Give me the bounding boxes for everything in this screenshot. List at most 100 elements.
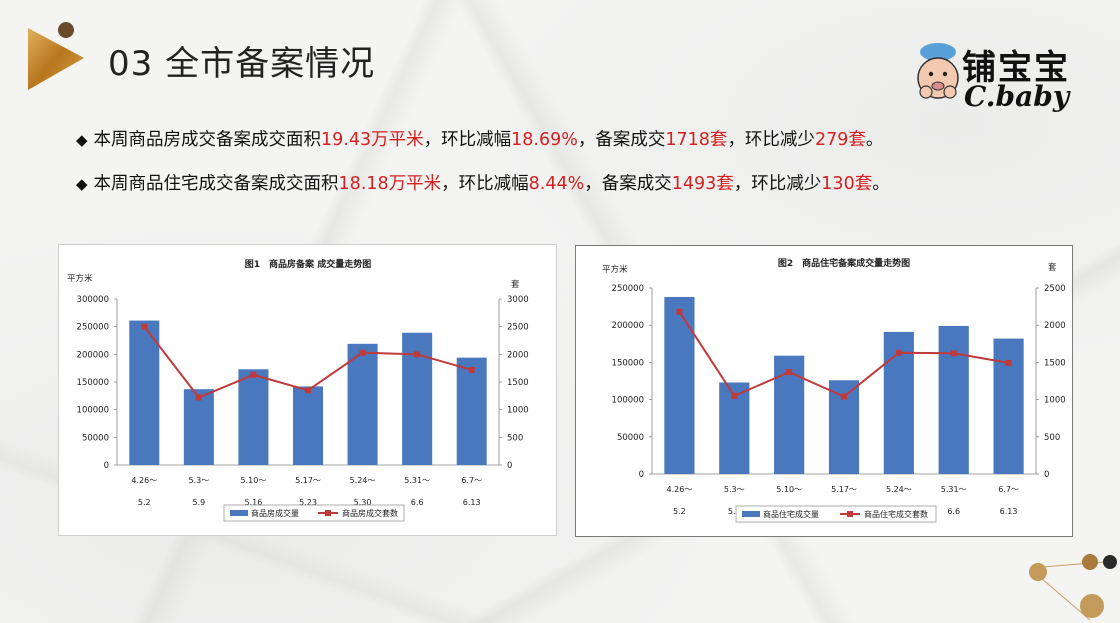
line-point [1005, 359, 1012, 366]
legend-line-marker [847, 511, 853, 517]
chart-title: 图1 商品房备案 成交量走势图 [245, 258, 371, 270]
y2-tick-label: 1000 [1044, 396, 1066, 406]
x-tick-label: 5.3～ [724, 485, 745, 494]
bar [456, 357, 487, 465]
y2-tick-label: 2500 [507, 323, 529, 333]
y-tick-label: 250000 [77, 323, 109, 333]
diamond-bullet-icon: ◆ [76, 131, 88, 149]
legend-bar-swatch [742, 511, 760, 517]
y2-tick-label: 2500 [1044, 284, 1066, 294]
legend-line-label: 商品住宅成交套数 [864, 509, 928, 519]
legend-line-marker [325, 510, 331, 516]
x-tick-label: 5.10～ [241, 476, 267, 485]
brand-name-cn: 铺宝宝 [962, 48, 1070, 88]
line-point [895, 349, 902, 356]
bar [938, 325, 969, 474]
x-tick-label: 4.26～ [131, 476, 157, 485]
y-tick-label: 300000 [77, 295, 109, 305]
x-tick-label: 5.24～ [886, 485, 912, 494]
x-tick-label: 6.7～ [461, 476, 482, 485]
legend-bar-label: 商品住宅成交量 [763, 509, 819, 519]
x-tick-label: 5.3～ [188, 476, 209, 485]
x-tick-label-line2: 6.13 [1000, 507, 1018, 516]
y2-tick-label: 0 [507, 461, 512, 471]
bar [183, 389, 214, 465]
line-point [250, 371, 257, 378]
x-tick-label: 6.7～ [998, 485, 1019, 494]
x-tick-label: 5.17～ [831, 485, 857, 494]
y2-tick-label: 2000 [507, 350, 529, 360]
bar [292, 386, 324, 465]
line-point [841, 393, 847, 400]
line-point [468, 366, 475, 373]
y-tick-label: 250000 [612, 284, 644, 294]
legend-box [735, 505, 937, 523]
y2-tick-label: 1500 [507, 378, 529, 388]
y-tick-label: 100000 [612, 396, 644, 406]
y-tick-label: 100000 [77, 406, 109, 416]
chart-2-panel: 图2 商品住宅备案成交量走势图平方米 套 0 50000 100000 150000 200… [575, 245, 1073, 537]
line-point [786, 369, 793, 376]
y-tick-label: 200000 [612, 321, 644, 331]
y-tick-label: 150000 [612, 358, 644, 368]
x-tick-label-line2: 6.6 [411, 498, 424, 507]
legend-bar-swatch [230, 510, 248, 516]
y-tick-label: 150000 [77, 378, 109, 388]
baby-mascot-icon [917, 43, 959, 99]
line-point [141, 323, 148, 330]
summary-bullet-1: ◆ 本周商品房成交备案成交面积19.43万平米，环比减幅18.69%，备案成交17… [76, 130, 884, 150]
line-point [359, 349, 366, 356]
line-point [414, 351, 421, 358]
bar [664, 296, 695, 474]
y2-tick-label: 2000 [1044, 321, 1066, 331]
y-tick-label: 0 [639, 470, 644, 480]
bar [129, 320, 160, 465]
line-point [305, 387, 311, 394]
y-tick-label: 50000 [617, 433, 644, 443]
x-tick-label-line2: 6.13 [463, 498, 481, 507]
x-tick-label-line2: 5.30 [354, 498, 372, 507]
y-tick-label: 50000 [82, 433, 109, 443]
chart-title: 图2 商品住宅备案成交量走势图 [778, 257, 910, 269]
gold-triangle-logo-icon [28, 22, 84, 90]
line-point [731, 392, 738, 399]
y2-tick-label: 0 [1044, 470, 1049, 480]
x-tick-label-line2: 5.2 [138, 498, 151, 507]
x-tick-label: 5.10～ [776, 485, 802, 494]
y-tick-label: 200000 [77, 350, 109, 360]
page-title: 03 全市备案情况 [108, 44, 376, 84]
bar [993, 338, 1024, 474]
brand-name-en: C.baby [964, 80, 1070, 113]
y2-tick-label: 3000 [507, 295, 529, 305]
x-tick-label-line2: 5.9 [728, 507, 741, 516]
line-point [676, 308, 683, 315]
x-tick-label: 5.31～ [404, 476, 430, 485]
line-point [950, 350, 957, 357]
legend-bar-label: 商品房成交量 [251, 508, 299, 518]
x-tick-label-line2: 5.2 [673, 507, 686, 516]
y2-axis-label: 套 [511, 279, 520, 290]
x-tick-label: 5.24～ [350, 476, 376, 485]
y2-tick-label: 1500 [1044, 358, 1066, 368]
y2-tick-label: 500 [507, 433, 523, 443]
y2-tick-label: 500 [1044, 433, 1060, 443]
x-tick-label-line2: 5.9 [192, 498, 205, 507]
x-tick-label: 4.26～ [667, 485, 693, 494]
x-tick-label: 5.31～ [941, 485, 967, 494]
y-axis-label: 平方米 [67, 273, 93, 284]
decorative-gold-dots-icon [1029, 554, 1117, 621]
bar [347, 343, 378, 465]
x-tick-label: 5.17～ [295, 476, 321, 485]
line-point [195, 394, 202, 401]
y2-tick-label: 1000 [507, 406, 529, 416]
diamond-bullet-icon: ◆ [76, 175, 88, 193]
bar [238, 369, 269, 465]
legend-box [223, 504, 405, 522]
y-axis-label: 平方米 [602, 264, 628, 275]
legend-line-label: 商品房成交套数 [342, 508, 398, 518]
y2-axis-label: 套 [1048, 262, 1057, 273]
x-tick-label-line2: 5.23 [299, 498, 317, 507]
x-tick-label-line2: 6.6 [947, 507, 960, 516]
